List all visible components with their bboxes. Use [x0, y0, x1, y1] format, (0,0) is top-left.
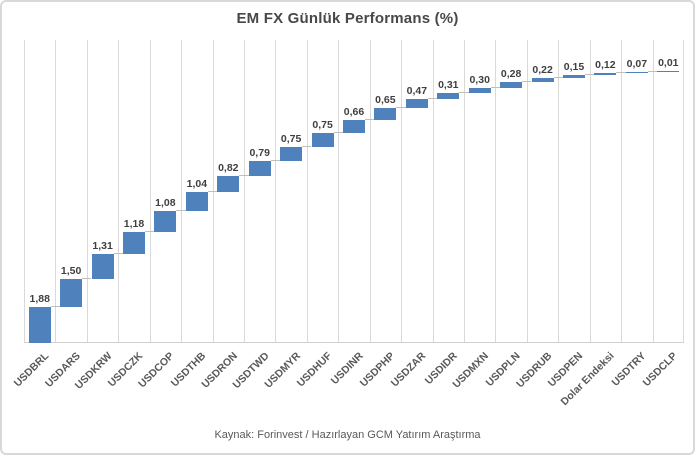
gridline	[275, 40, 276, 343]
waterfall-connector	[176, 210, 186, 212]
bar-usdidr	[437, 93, 460, 100]
gridline	[307, 40, 308, 343]
value-label: 0,30	[469, 73, 490, 86]
bar-usdkrw	[91, 254, 114, 279]
waterfall-connector	[333, 131, 343, 133]
bar-usdmyr	[280, 147, 303, 162]
waterfall-connector	[82, 278, 92, 279]
bar-usdhuf	[311, 132, 334, 147]
value-label: 1,31	[92, 240, 113, 253]
bar-dolar-endeksi	[594, 72, 617, 76]
value-label: 0,15	[563, 61, 585, 74]
waterfall-connector	[239, 175, 249, 177]
value-label: 1,04	[186, 177, 208, 190]
value-label: 0,75	[312, 118, 333, 131]
waterfall-connector	[145, 230, 155, 232]
bar-usdrub	[531, 78, 554, 83]
value-label: 0,66	[343, 106, 365, 119]
value-label: 0,22	[532, 64, 553, 77]
bar-usdclp	[657, 70, 680, 72]
gridline	[621, 40, 622, 343]
gridline	[181, 40, 182, 343]
gridline	[55, 40, 56, 343]
gridline	[558, 40, 559, 343]
gridline	[338, 40, 339, 343]
bar-usdars	[60, 279, 83, 308]
value-label: 0,82	[218, 162, 239, 175]
value-label: 1,88	[29, 293, 50, 306]
gridline	[653, 40, 654, 343]
bar-usdczk	[123, 231, 145, 255]
gridline	[464, 40, 465, 343]
gridline	[244, 40, 245, 343]
gridline	[370, 40, 371, 343]
bar-usdphp	[374, 108, 397, 121]
bar-usdpln	[500, 82, 523, 88]
value-label: 0,75	[280, 133, 302, 145]
x-axis-line	[24, 342, 684, 343]
waterfall-connector	[553, 77, 563, 79]
waterfall-connector	[616, 72, 626, 73]
waterfall-connector	[522, 81, 532, 83]
bar-usdinr	[343, 120, 365, 133]
gridline	[590, 40, 591, 343]
bar-usdron	[217, 176, 240, 192]
bar-usdtwd	[248, 161, 271, 177]
plot-area: 1,88 1,50 1,31 1,18 1,08 1,04 0,82 0,79 0,75 0,75…	[24, 40, 684, 343]
value-label: 1,18	[123, 217, 145, 230]
bar-usdthb	[185, 191, 208, 212]
bar-usdbrl	[28, 307, 51, 343]
value-label: 0,79	[249, 147, 270, 160]
value-label: 0,01	[658, 56, 679, 69]
bar-usdzar	[405, 99, 428, 108]
value-label: 0,12	[595, 59, 616, 71]
source-note: Kaynak: Forinvest / Hazırlayan GCM Yatır…	[214, 429, 481, 441]
gridline	[24, 40, 25, 343]
waterfall-connector	[459, 92, 469, 94]
bar-usdmxn	[468, 87, 491, 94]
value-label: 0,28	[500, 68, 522, 81]
value-label: 0,31	[438, 79, 459, 92]
waterfall-connector	[585, 74, 595, 76]
gridline	[150, 40, 151, 343]
category-label-usdclp: USDCLP	[640, 350, 680, 390]
gridline	[495, 40, 496, 343]
waterfall-connector	[302, 146, 312, 147]
bar-usdcop	[154, 211, 177, 232]
waterfall-connector	[396, 107, 406, 108]
waterfall-connector	[427, 98, 438, 100]
value-label: 0,47	[406, 85, 428, 98]
gridline	[87, 40, 88, 343]
value-label: 1,08	[155, 197, 176, 210]
waterfall-connector	[270, 160, 281, 162]
waterfall-connector	[207, 190, 218, 192]
waterfall-connector	[50, 306, 61, 308]
waterfall-connector	[490, 86, 501, 88]
value-label: 0,65	[375, 94, 396, 106]
value-label: 0,07	[626, 57, 648, 70]
waterfall-connector	[647, 70, 658, 72]
gridline	[527, 40, 528, 343]
bar-usdtry	[625, 71, 648, 73]
chart-title: EM FX Günlük Performans (%)	[236, 10, 459, 27]
bar-usdpen	[563, 75, 585, 79]
gridline	[433, 40, 434, 343]
gridline	[401, 40, 402, 343]
waterfall-connector	[365, 119, 375, 121]
waterfall-connector	[113, 253, 123, 255]
gridline	[683, 40, 684, 343]
gridline	[118, 40, 119, 343]
value-label: 1,50	[60, 265, 82, 277]
